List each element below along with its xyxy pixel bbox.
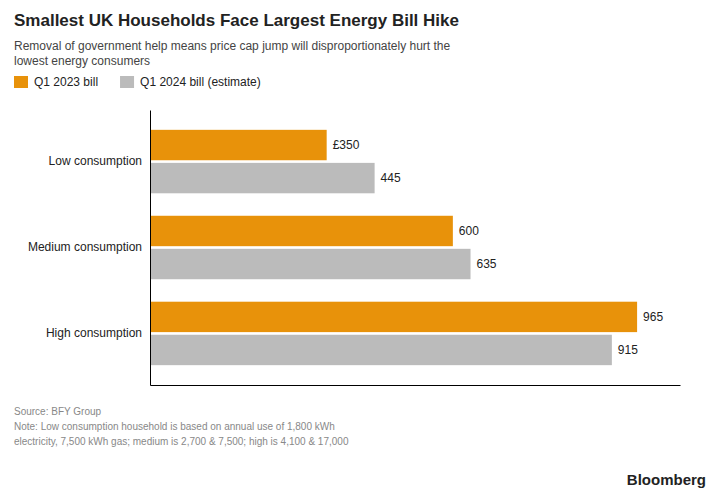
- plot: £350 600 965 445 635 915 Low consumption Medium…: [28, 111, 681, 386]
- branding: Bloomberg: [627, 471, 706, 488]
- legend-swatch: [14, 76, 28, 88]
- bars: [150, 130, 637, 365]
- legend: Q1 2023 bill Q1 2024 bill (estimate): [14, 75, 261, 89]
- data-label: £350: [333, 138, 360, 152]
- legend-item: Q1 2023 bill: [14, 75, 98, 89]
- legend-label: Q1 2024 bill (estimate): [140, 75, 261, 89]
- data-labels: £350 600 965 445 635 915: [333, 138, 664, 357]
- subtitle: Removal of government help means price c…: [14, 39, 451, 68]
- legend-label: Q1 2023 bill: [34, 75, 98, 89]
- legend-item: Q1 2024 bill (estimate): [120, 75, 261, 89]
- bar: [150, 302, 637, 332]
- y-tick-label: Medium consumption: [28, 240, 142, 254]
- y-tick: Medium consumption: [28, 240, 142, 254]
- bar: [150, 249, 471, 279]
- title: Smallest UK Households Face Largest Ener…: [14, 11, 459, 30]
- data-label: 445: [381, 171, 401, 185]
- y-tick: High consumption: [46, 326, 142, 340]
- bar: [150, 163, 375, 193]
- data-label: 915: [618, 343, 638, 357]
- data-label: 600: [459, 224, 479, 238]
- y-tick-label: Low consumption: [49, 154, 142, 168]
- y-axis: Low consumption Medium consumption High co…: [28, 111, 151, 386]
- bar: [150, 216, 453, 246]
- chart: Smallest UK Households Face Largest Ener…: [0, 0, 720, 495]
- y-tick-label: High consumption: [46, 326, 142, 340]
- bar: [150, 130, 327, 160]
- x-axis: [151, 385, 681, 386]
- y-axis-line: [150, 111, 151, 386]
- source-note: Source: BFY GroupNote: Low consumption h…: [14, 406, 349, 447]
- data-label: 965: [643, 310, 663, 324]
- x-axis-line: [151, 385, 681, 386]
- bar: [150, 335, 612, 365]
- data-label: 635: [477, 257, 497, 271]
- y-tick: Low consumption: [49, 154, 142, 168]
- legend-swatch: [120, 76, 134, 88]
